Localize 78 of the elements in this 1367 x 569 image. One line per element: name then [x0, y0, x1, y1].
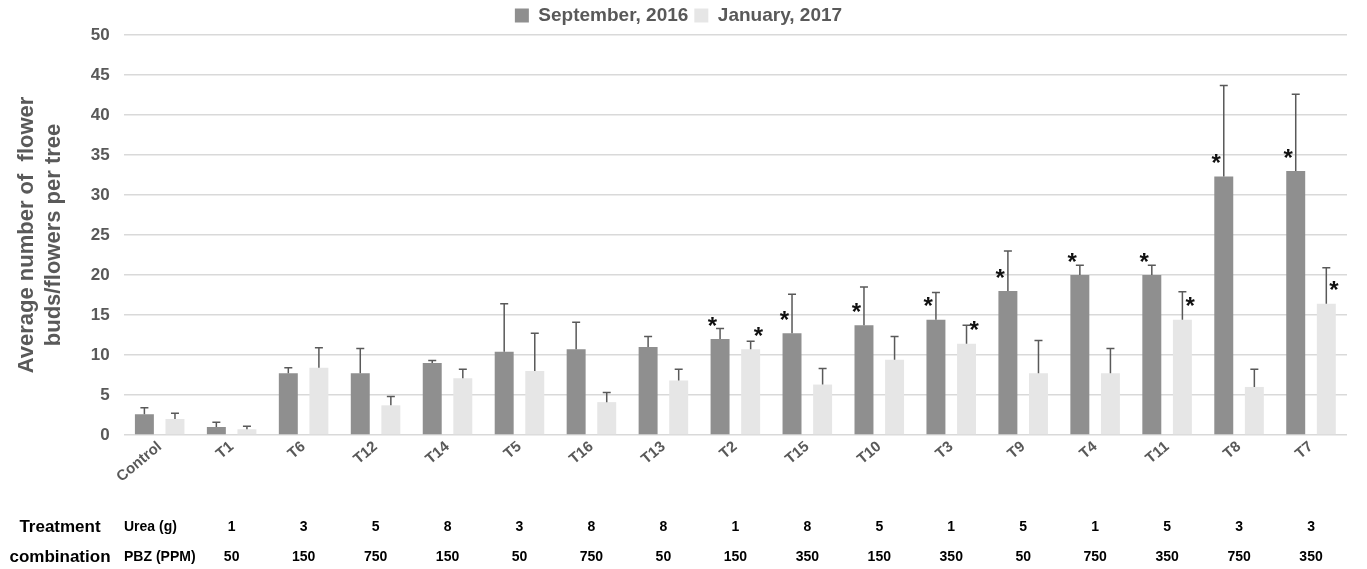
text: 150 [291, 547, 316, 564]
x-tick-label: T1 [211, 437, 237, 462]
y-tick-label: 20 [90, 264, 110, 284]
y-tick-label: 35 [90, 144, 110, 164]
text: 350 [1299, 547, 1323, 564]
text: 50 [655, 547, 672, 564]
text: Treatment combination [9, 516, 111, 566]
text: 8 [587, 517, 596, 534]
text: PBZ (PPM) [124, 547, 196, 564]
text: 150 [723, 547, 748, 564]
data-label: * [1211, 149, 1222, 177]
text: 1 [947, 517, 956, 534]
text: 8 [659, 517, 668, 534]
y-tick-label: 5 [100, 384, 110, 404]
x-tick-label: T12 [349, 437, 381, 467]
text: 5 [1163, 517, 1172, 534]
text: 50 [511, 547, 528, 564]
x-tick-label: T9 [1003, 437, 1028, 462]
data-label: * [851, 297, 862, 325]
x-tick-label: T13 [637, 437, 668, 467]
text: 750 [363, 547, 388, 564]
text: 750 [1227, 547, 1251, 564]
text: 1 [731, 517, 740, 534]
y-tick-label: 10 [90, 344, 110, 364]
text: 3 [515, 517, 524, 534]
x-tick-label: T4 [1075, 436, 1101, 462]
text: 150 [867, 547, 892, 564]
y-tick-label: 15 [90, 304, 110, 324]
y-tick-label: 40 [90, 104, 110, 124]
text: 3 [299, 517, 308, 534]
x-tick-label: T3 [931, 437, 956, 462]
legend-label: January, 2017 [717, 3, 843, 25]
text: 350 [795, 547, 820, 564]
data-label: * [1329, 276, 1340, 304]
x-tick-label: T5 [499, 437, 525, 462]
text: 3 [1307, 517, 1316, 534]
data-label: * [1067, 247, 1078, 275]
data-label: * [707, 311, 718, 339]
y-axis-title: Average number of flower buds/flowers per tree [13, 96, 65, 374]
text: 150 [435, 547, 460, 564]
data-label: * [1283, 143, 1294, 171]
text: 5 [1019, 517, 1028, 534]
text: 3 [1235, 517, 1244, 534]
y-tick-label: 45 [90, 64, 110, 84]
data-label: * [779, 305, 790, 333]
text: 5 [875, 517, 884, 534]
data-label: * [753, 321, 764, 349]
text: 1 [1091, 517, 1100, 534]
y-tick-label: 0 [100, 424, 110, 444]
text: Urea (g) [124, 517, 177, 534]
x-tick-label: T15 [781, 437, 812, 467]
text: 8 [443, 517, 452, 534]
x-tick-label: T7 [1291, 437, 1316, 462]
data-label: * [923, 292, 934, 320]
text: 750 [1083, 547, 1108, 564]
x-tick-label: T2 [715, 437, 740, 462]
x-tick-label: T11 [1141, 437, 1172, 467]
text: 350 [1155, 547, 1179, 564]
text: 5 [371, 517, 380, 534]
text: 50 [223, 547, 240, 564]
data-label: * [1185, 292, 1196, 320]
x-tick-label: T10 [853, 437, 884, 467]
y-tick-label: 50 [90, 24, 110, 44]
x-tick-label: T16 [565, 437, 597, 467]
legend-label: September, 2016 [538, 3, 689, 25]
text: 8 [803, 517, 812, 534]
text: 350 [939, 547, 964, 564]
x-tick-label: T8 [1219, 437, 1244, 462]
data-label: * [969, 316, 980, 344]
text: 750 [579, 547, 604, 564]
text: 1 [227, 517, 236, 534]
text: 50 [1015, 547, 1032, 564]
x-tick-label: T6 [283, 437, 309, 462]
data-label: * [1139, 247, 1150, 275]
y-tick-label: 25 [90, 224, 110, 244]
data-label: * [995, 263, 1006, 291]
y-tick-label: 30 [90, 184, 110, 204]
x-tick-label: T14 [421, 436, 453, 467]
